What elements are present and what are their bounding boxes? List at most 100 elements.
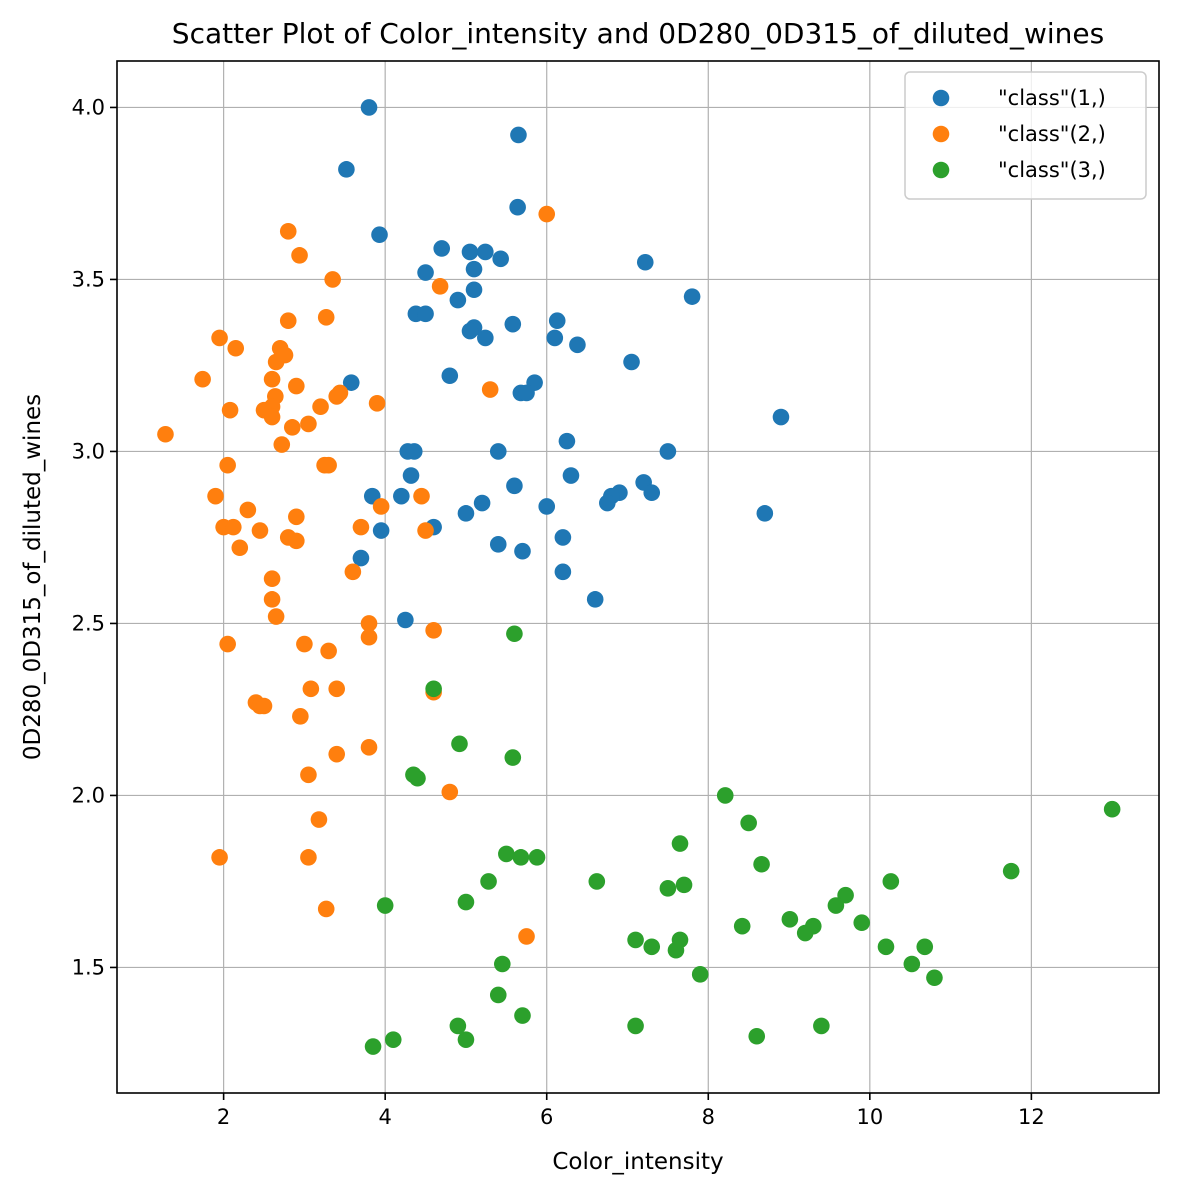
x-tick-label: 4 [378,1105,391,1129]
data-point [538,498,556,515]
data-point [473,494,491,512]
data-point [372,498,390,515]
data-point [504,315,522,333]
data-point [273,436,291,453]
data-point [554,563,572,581]
data-point [1103,800,1121,818]
data-point [753,855,770,873]
data-point [926,969,943,987]
data-point [425,622,442,639]
legend-marker [932,125,950,143]
data-point [510,126,527,144]
data-point [588,873,606,890]
legend-label: "class"(3,) [998,158,1106,182]
y-tick-label: 4.0 [72,95,105,119]
data-point [317,308,335,326]
data-point [328,745,346,763]
data-point [461,243,479,261]
data-point [441,783,459,801]
data-point [417,305,434,323]
data-point [320,456,337,474]
data-point [288,532,305,550]
data-point [300,766,317,784]
data-point [882,873,900,890]
data-point [457,1031,475,1048]
y-tick-label: 3.5 [72,267,105,291]
data-point [279,222,297,240]
data-point [405,443,423,460]
data-point [916,938,934,956]
data-point [342,374,360,391]
data-point [480,873,497,890]
data-point [344,563,362,581]
data-point [461,322,479,340]
data-point [433,240,451,257]
data-point [449,291,467,309]
data-point [569,336,586,354]
data-point [457,505,475,522]
data-point [636,253,654,271]
data-point [317,900,335,918]
data-point [402,467,420,484]
data-point [413,487,430,505]
legend-label: "class"(1,) [998,86,1106,110]
data-point [211,329,228,347]
data-point [364,1038,382,1055]
data-point [368,394,386,412]
data-point [518,384,535,402]
data-point [599,494,616,512]
x-tick-label: 10 [856,1105,883,1129]
data-point [643,484,661,502]
data-point [376,897,394,914]
data-point [675,876,693,894]
data-point [310,811,328,828]
data-point [219,635,236,653]
chart-title: Scatter Plot of Color_intensity and 0D28… [172,17,1104,50]
series-2 [157,205,556,945]
x-axis-label: Color_intensity [552,1149,723,1175]
data-point [371,226,388,244]
series-1 [338,99,790,629]
data-point [733,917,751,935]
data-point [504,749,522,766]
data-point [302,680,320,698]
data-point [716,787,734,804]
data-point [360,738,378,756]
data-point [225,518,242,536]
data-point [627,1017,644,1035]
data-point [300,415,317,433]
data-point [393,487,410,505]
data-point [853,914,871,932]
data-point [267,608,285,625]
data-point [263,570,281,588]
data-point [518,928,535,945]
data-point [360,628,378,646]
data-point [231,539,249,557]
data-point [409,769,426,787]
y-axis-label: 0D280_0D315_of_diluted_wines [20,394,46,760]
data-point [239,501,257,519]
data-point [528,849,546,866]
data-point [288,508,305,526]
legend-marker [932,161,950,179]
data-point [492,250,509,268]
data-point [431,278,449,295]
data-point [227,339,245,357]
data-point [623,353,640,371]
data-point [194,370,211,388]
data-point [877,938,895,956]
data-point [1002,862,1020,880]
data-point [255,697,273,715]
data-point [748,1027,766,1045]
data-point [219,456,236,474]
data-point [481,381,499,398]
data-point [263,591,281,608]
data-points [157,99,1121,1055]
data-point [288,377,305,395]
data-point [338,161,355,178]
data-point [498,845,515,863]
data-point [291,247,308,264]
data-point [562,467,580,484]
data-point [263,408,281,426]
